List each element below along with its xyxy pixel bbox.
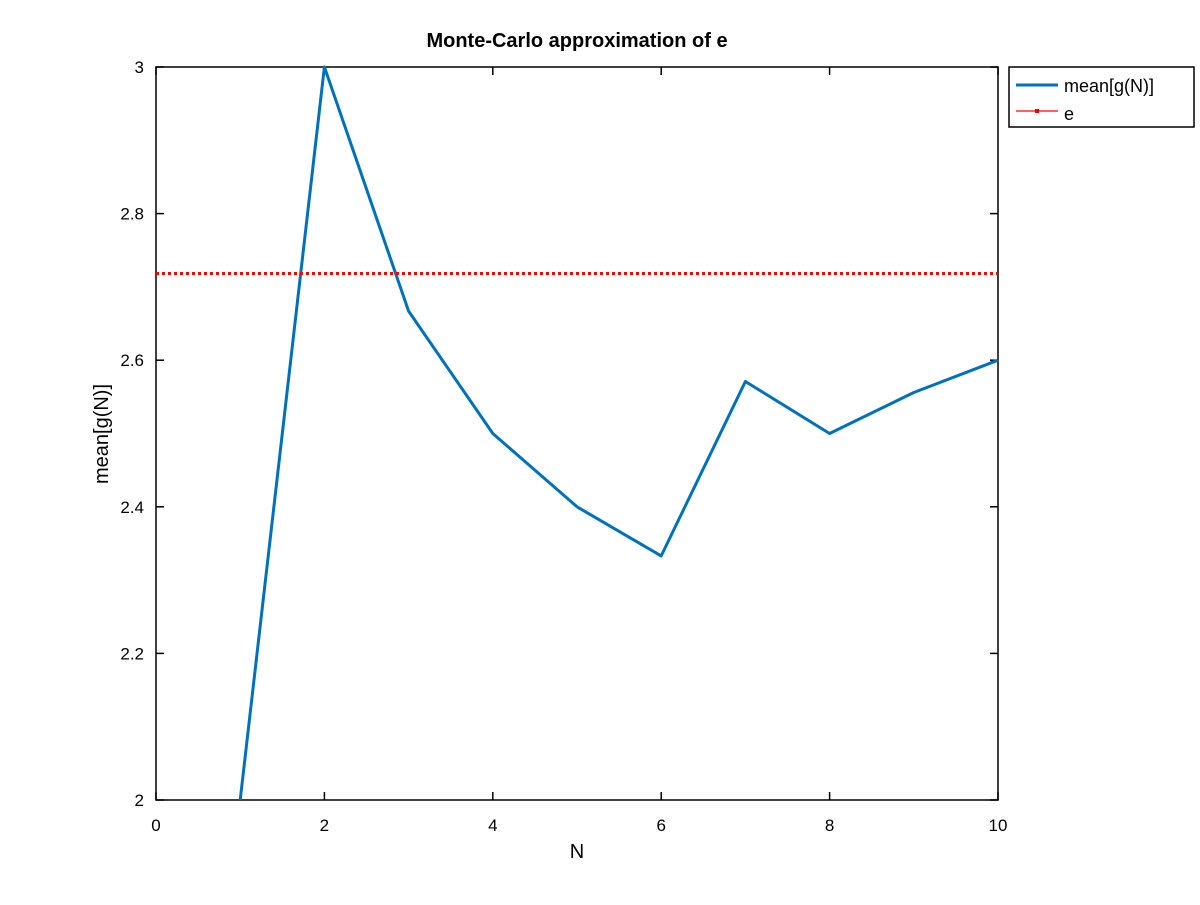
legend: mean[g(N)] e (1008, 66, 1195, 128)
y-tick-label: 2 (135, 791, 144, 810)
series-lines (156, 65, 999, 801)
series-line-mean (238, 65, 999, 801)
legend-marker-e (1035, 109, 1039, 113)
legend-label-e: e (1064, 104, 1074, 124)
x-tick-label: 8 (825, 816, 834, 835)
x-tick-label: 10 (989, 816, 1008, 835)
plot-area (155, 66, 999, 801)
legend-label-mean: mean[g(N)] (1064, 76, 1154, 96)
y-axis-label: mean[g(N)] (91, 384, 113, 484)
x-tick-label: 0 (151, 816, 160, 835)
x-tick-label: 6 (656, 816, 665, 835)
y-tick-label: 3 (135, 58, 144, 77)
legend-box (1008, 66, 1195, 128)
y-tick-label: 2.8 (120, 205, 144, 224)
chart-title: Monte-Carlo approximation of e (426, 30, 727, 52)
x-axis-label: N (570, 841, 584, 863)
x-tick-label: 2 (320, 816, 329, 835)
y-tick-label: 2.4 (120, 498, 144, 517)
plot-frame (155, 66, 999, 801)
x-tick-label: 4 (488, 816, 497, 835)
y-tick-label: 2.6 (120, 351, 144, 370)
y-tick-label: 2.2 (120, 644, 144, 663)
